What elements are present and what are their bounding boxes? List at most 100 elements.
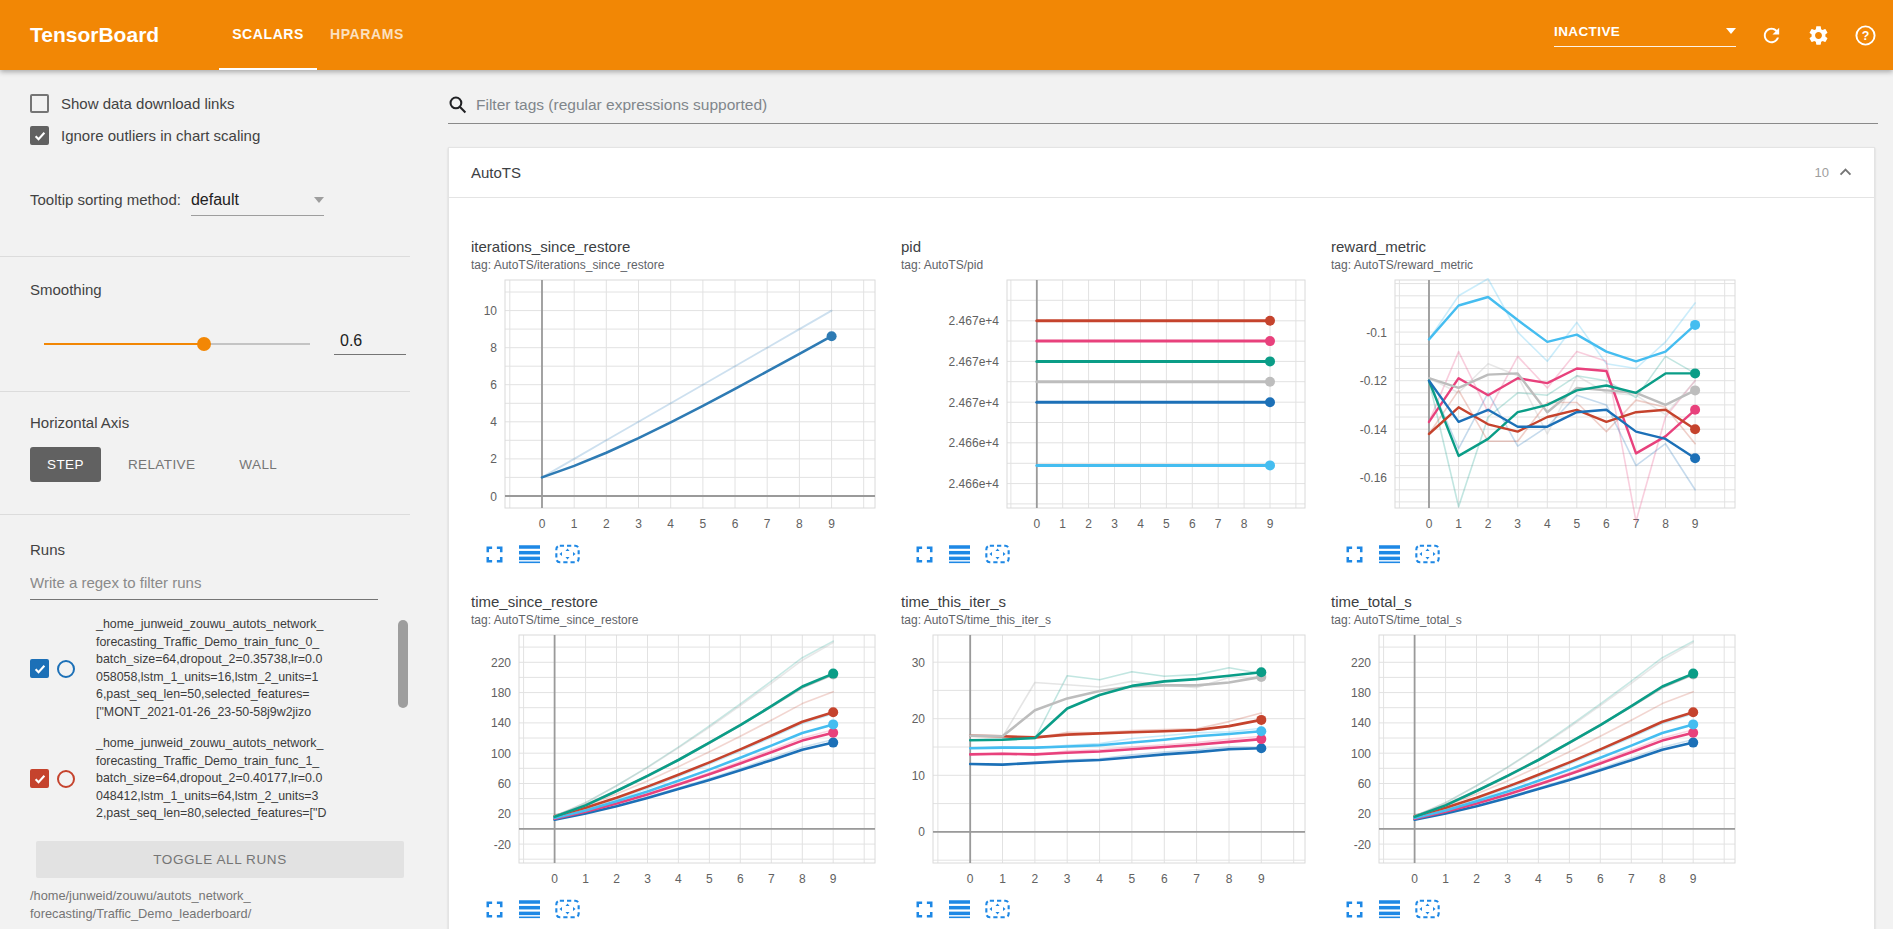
- svg-text:1: 1: [582, 872, 589, 886]
- horizontal-axis-label: Horizontal Axis: [30, 414, 410, 431]
- axis-step-button[interactable]: STEP: [30, 447, 101, 482]
- svg-text:4: 4: [1096, 872, 1103, 886]
- fullscreen-icon[interactable]: [915, 900, 934, 919]
- run-item[interactable]: _home_junweid_zouwu_autots_network_ fore…: [30, 735, 410, 823]
- svg-text:3: 3: [635, 517, 642, 531]
- svg-text:0: 0: [490, 490, 497, 504]
- chart-actions: [915, 898, 1331, 920]
- fullscreen-icon[interactable]: [1345, 900, 1364, 919]
- scrollbar[interactable]: [398, 620, 408, 708]
- fit-domain-icon[interactable]: [985, 544, 1010, 564]
- tag-filter-input[interactable]: [476, 96, 1878, 114]
- data-table-icon[interactable]: [1379, 899, 1400, 919]
- fullscreen-icon[interactable]: [485, 545, 504, 564]
- svg-text:1: 1: [999, 872, 1006, 886]
- svg-text:8: 8: [799, 872, 806, 886]
- app-title: TensorBoard: [30, 23, 159, 47]
- fit-domain-icon[interactable]: [555, 544, 580, 564]
- chart-tile: reward_metric tag: AutoTS/reward_metric …: [1331, 238, 1761, 565]
- chart-plot[interactable]: -0.16-0.14-0.12-0.10123456789: [1315, 274, 1745, 538]
- toggle-all-runs-button[interactable]: TOGGLE ALL RUNS: [36, 841, 404, 878]
- svg-text:4: 4: [1137, 517, 1144, 531]
- refresh-icon[interactable]: [1760, 24, 1783, 47]
- ignore-outliers-row[interactable]: Ignore outliers in chart scaling: [30, 126, 410, 145]
- svg-text:8: 8: [1241, 517, 1248, 531]
- autots-card: AutoTS 10 iterations_since_restore tag: …: [448, 147, 1875, 929]
- svg-text:0: 0: [1426, 517, 1433, 531]
- tab-scalars[interactable]: SCALARS: [219, 0, 317, 70]
- data-table-icon[interactable]: [519, 899, 540, 919]
- run-item[interactable]: _home_junweid_zouwu_autots_network_ fore…: [30, 616, 410, 721]
- svg-text:100: 100: [1351, 747, 1371, 761]
- chart-tag: tag: AutoTS/time_since_restore: [471, 613, 901, 627]
- tab-hparams[interactable]: HPARAMS: [317, 0, 417, 70]
- run-checkbox[interactable]: [30, 659, 49, 678]
- svg-text:9: 9: [828, 517, 835, 531]
- svg-text:60: 60: [1358, 777, 1372, 791]
- svg-text:4: 4: [1544, 517, 1551, 531]
- chart-plot[interactable]: 01020300123456789: [885, 629, 1315, 893]
- chart-plot[interactable]: 02468100123456789: [455, 274, 885, 538]
- slider-thumb[interactable]: [197, 337, 211, 351]
- gear-icon[interactable]: [1807, 24, 1830, 47]
- svg-text:5: 5: [706, 872, 713, 886]
- app-header: TensorBoard SCALARS HPARAMS INACTIVE ?: [0, 0, 1893, 70]
- axis-wall-button[interactable]: WALL: [222, 447, 294, 482]
- fullscreen-icon[interactable]: [485, 900, 504, 919]
- fit-domain-icon[interactable]: [985, 899, 1010, 919]
- chart-plot[interactable]: -2020601001401802200123456789: [455, 629, 885, 893]
- run-checkbox[interactable]: [30, 769, 49, 788]
- fit-domain-icon[interactable]: [1415, 899, 1440, 919]
- svg-text:8: 8: [1226, 872, 1233, 886]
- svg-text:2: 2: [1032, 872, 1039, 886]
- svg-text:60: 60: [498, 777, 512, 791]
- fit-domain-icon[interactable]: [1415, 544, 1440, 564]
- fit-domain-icon[interactable]: [555, 899, 580, 919]
- svg-text:6: 6: [1161, 872, 1168, 886]
- svg-text:2.467e+4: 2.467e+4: [949, 355, 1000, 369]
- svg-text:8: 8: [490, 341, 497, 355]
- top-tabs: SCALARS HPARAMS: [219, 0, 417, 70]
- run-radio[interactable]: [57, 660, 75, 678]
- chart-plot[interactable]: 2.467e+42.467e+42.467e+42.466e+42.466e+4…: [885, 274, 1315, 538]
- chart-plot[interactable]: -2020601001401802200123456789: [1315, 629, 1745, 893]
- svg-text:2.467e+4: 2.467e+4: [949, 314, 1000, 328]
- svg-text:100: 100: [491, 747, 511, 761]
- svg-text:2.466e+4: 2.466e+4: [949, 436, 1000, 450]
- show-download-links-row[interactable]: Show data download links: [30, 94, 410, 113]
- checkbox-unchecked-icon[interactable]: [30, 94, 49, 113]
- run-radio[interactable]: [57, 770, 75, 788]
- log-directory-path: /home/junweid/zouwu/autots_network_ fore…: [30, 887, 410, 923]
- smoothing-value[interactable]: 0.6: [334, 332, 406, 355]
- svg-text:2: 2: [1485, 517, 1492, 531]
- svg-text:6: 6: [490, 378, 497, 392]
- tag-filter[interactable]: [448, 95, 1878, 124]
- tooltip-sorting-dropdown[interactable]: default: [191, 191, 324, 216]
- smoothing-label: Smoothing: [30, 281, 410, 298]
- help-icon[interactable]: ?: [1854, 24, 1877, 47]
- svg-text:7: 7: [764, 517, 771, 531]
- checkbox-checked-icon[interactable]: [30, 126, 49, 145]
- data-table-icon[interactable]: [519, 544, 540, 564]
- chevron-down-icon: [1726, 28, 1736, 34]
- chart-title: time_this_iter_s: [901, 593, 1331, 610]
- fullscreen-icon[interactable]: [1345, 545, 1364, 564]
- card-header[interactable]: AutoTS 10: [449, 148, 1874, 198]
- data-table-icon[interactable]: [1379, 544, 1400, 564]
- main-content: AutoTS 10 iterations_since_restore tag: …: [410, 70, 1893, 929]
- chevron-up-icon[interactable]: [1837, 164, 1854, 181]
- runs-filter-input[interactable]: [30, 570, 378, 600]
- svg-text:0: 0: [551, 872, 558, 886]
- fullscreen-icon[interactable]: [915, 545, 934, 564]
- axis-relative-button[interactable]: RELATIVE: [111, 447, 212, 482]
- data-table-icon[interactable]: [949, 544, 970, 564]
- data-status-dropdown[interactable]: INACTIVE: [1554, 24, 1736, 47]
- chart-tag: tag: AutoTS/time_total_s: [1331, 613, 1761, 627]
- smoothing-slider[interactable]: [44, 343, 310, 345]
- svg-text:0: 0: [1033, 517, 1040, 531]
- svg-text:9: 9: [1692, 517, 1699, 531]
- chart-tile: iterations_since_restore tag: AutoTS/ite…: [471, 238, 901, 565]
- svg-text:7: 7: [1628, 872, 1635, 886]
- run-name: _home_junweid_zouwu_autots_network_ fore…: [96, 616, 396, 721]
- data-table-icon[interactable]: [949, 899, 970, 919]
